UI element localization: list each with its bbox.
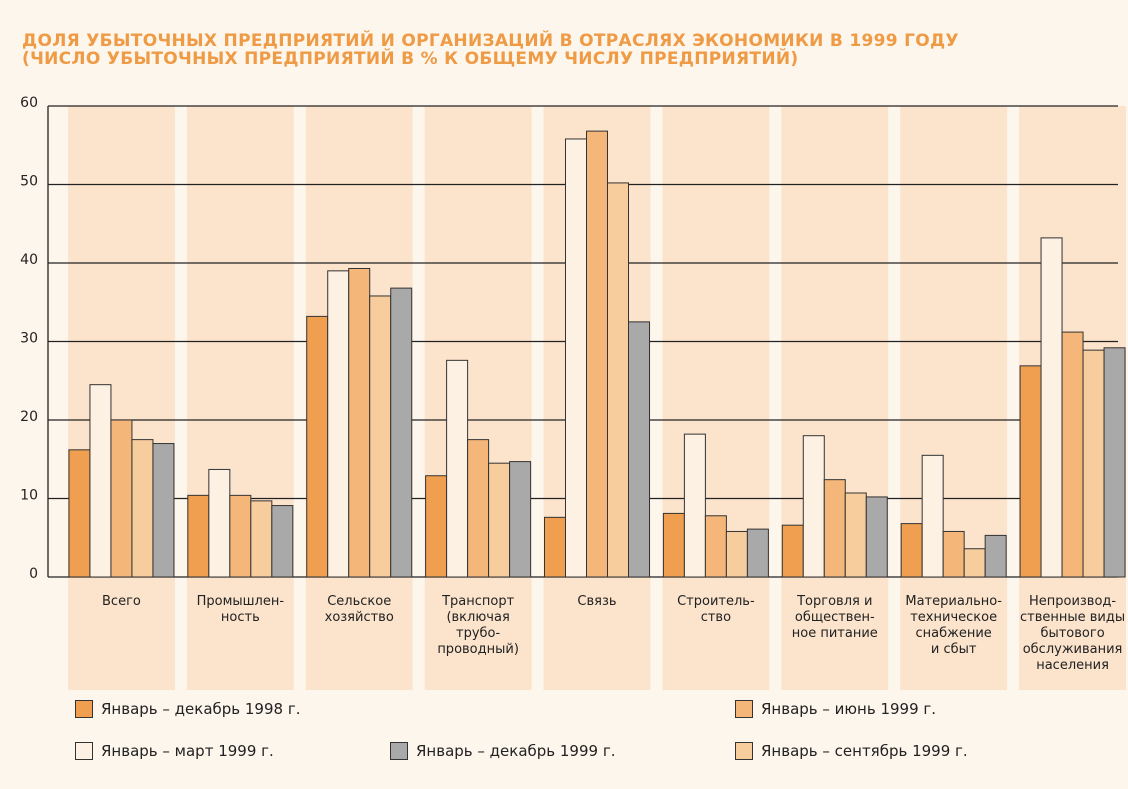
- y-tick-label: 10: [20, 488, 38, 504]
- legend-entry: Январь – декабрь 1998 г.: [75, 700, 300, 718]
- x-tick-label: Всего: [102, 594, 141, 609]
- bar: [942, 530, 965, 578]
- category-band: [424, 106, 532, 690]
- bar: [921, 454, 944, 578]
- y-tick-label: 60: [20, 95, 38, 111]
- bar: [607, 182, 629, 578]
- bar: [662, 512, 685, 578]
- legend-swatch: [735, 700, 753, 718]
- bar: [68, 449, 91, 578]
- legend-label: Январь – июнь 1999 г.: [761, 700, 937, 718]
- bar: [89, 384, 112, 578]
- bar: [327, 270, 350, 578]
- bar: [683, 433, 706, 578]
- legend-entry: Январь – июнь 1999 г.: [735, 700, 936, 718]
- bar: [628, 321, 650, 578]
- legend-label: Январь – сентябрь 1999 г.: [761, 742, 968, 760]
- legend-entry: Январь – март 1999 г.: [75, 742, 274, 760]
- bar: [586, 130, 608, 578]
- bar: [1082, 349, 1105, 578]
- y-tick-label: 20: [20, 409, 38, 425]
- legend-swatch: [735, 742, 753, 760]
- bar: [250, 500, 273, 578]
- legend-entry: Январь – декабрь 1999 г.: [390, 742, 615, 760]
- x-tick-label: Торговля и обществен- ное питание: [791, 594, 878, 641]
- bar: [963, 548, 986, 578]
- legend-swatch: [75, 742, 93, 760]
- bar: [1061, 331, 1084, 578]
- bar: [565, 138, 587, 578]
- bar: [725, 530, 748, 578]
- x-tick-label: Материально- техническое снабжение и сбы…: [905, 594, 1002, 657]
- y-tick-label: 0: [29, 566, 38, 582]
- bar: [187, 494, 210, 578]
- bar: [746, 528, 769, 578]
- bar: [802, 435, 825, 578]
- bar: [781, 524, 804, 578]
- x-tick-label: Сельское хозяйство: [324, 594, 394, 625]
- bar: [110, 419, 133, 578]
- bar: [390, 287, 413, 578]
- legend-swatch: [75, 700, 93, 718]
- chart-title: ДОЛЯ УБЫТОЧНЫХ ПРЕДПРИЯТИЙ И ОРГАНИЗАЦИЙ…: [22, 31, 959, 69]
- bar: [544, 516, 566, 578]
- y-tick-label: 30: [20, 331, 38, 347]
- y-tick-label: 50: [20, 174, 38, 190]
- bar: [446, 359, 469, 578]
- bar: [488, 462, 511, 578]
- category-band: [662, 106, 770, 690]
- bar: [900, 523, 923, 578]
- category-band: [781, 106, 889, 690]
- bar: [131, 439, 154, 578]
- legend-label: Январь – декабрь 1998 г.: [101, 700, 301, 718]
- bar: [509, 461, 532, 578]
- category-band: [68, 106, 175, 690]
- bar: [425, 475, 448, 578]
- bar: [152, 443, 175, 578]
- bar: [1040, 237, 1063, 578]
- bar: [1103, 347, 1126, 578]
- bar: [229, 494, 252, 578]
- category-band: [900, 106, 1008, 690]
- bar: [348, 267, 371, 578]
- bar: [984, 534, 1007, 578]
- legend-label: Январь – декабрь 1999 г.: [416, 742, 616, 760]
- bar: [271, 505, 294, 578]
- x-tick-label: Промышлен- ность: [196, 594, 285, 625]
- bar: [704, 515, 727, 578]
- bar: [467, 439, 490, 578]
- bar: [844, 492, 867, 578]
- x-tick-label: Транспорт (включая трубо- проводный): [437, 594, 519, 657]
- legend-entry: Январь – сентябрь 1999 г.: [735, 742, 968, 760]
- x-tick-label: Связь: [577, 594, 617, 609]
- category-band: [186, 106, 294, 690]
- legend-label: Январь – март 1999 г.: [101, 742, 274, 760]
- bar: [306, 315, 329, 578]
- x-tick-label: Непроизвод- ственные виды бытового обслу…: [1019, 594, 1126, 673]
- legend-swatch: [390, 742, 408, 760]
- bar: [369, 295, 392, 578]
- bar: [1019, 365, 1042, 578]
- bar: [208, 468, 231, 578]
- bar: [865, 496, 888, 578]
- x-tick-label: Строитель- ство: [677, 594, 755, 625]
- y-tick-label: 40: [20, 252, 38, 268]
- bar: [823, 479, 846, 578]
